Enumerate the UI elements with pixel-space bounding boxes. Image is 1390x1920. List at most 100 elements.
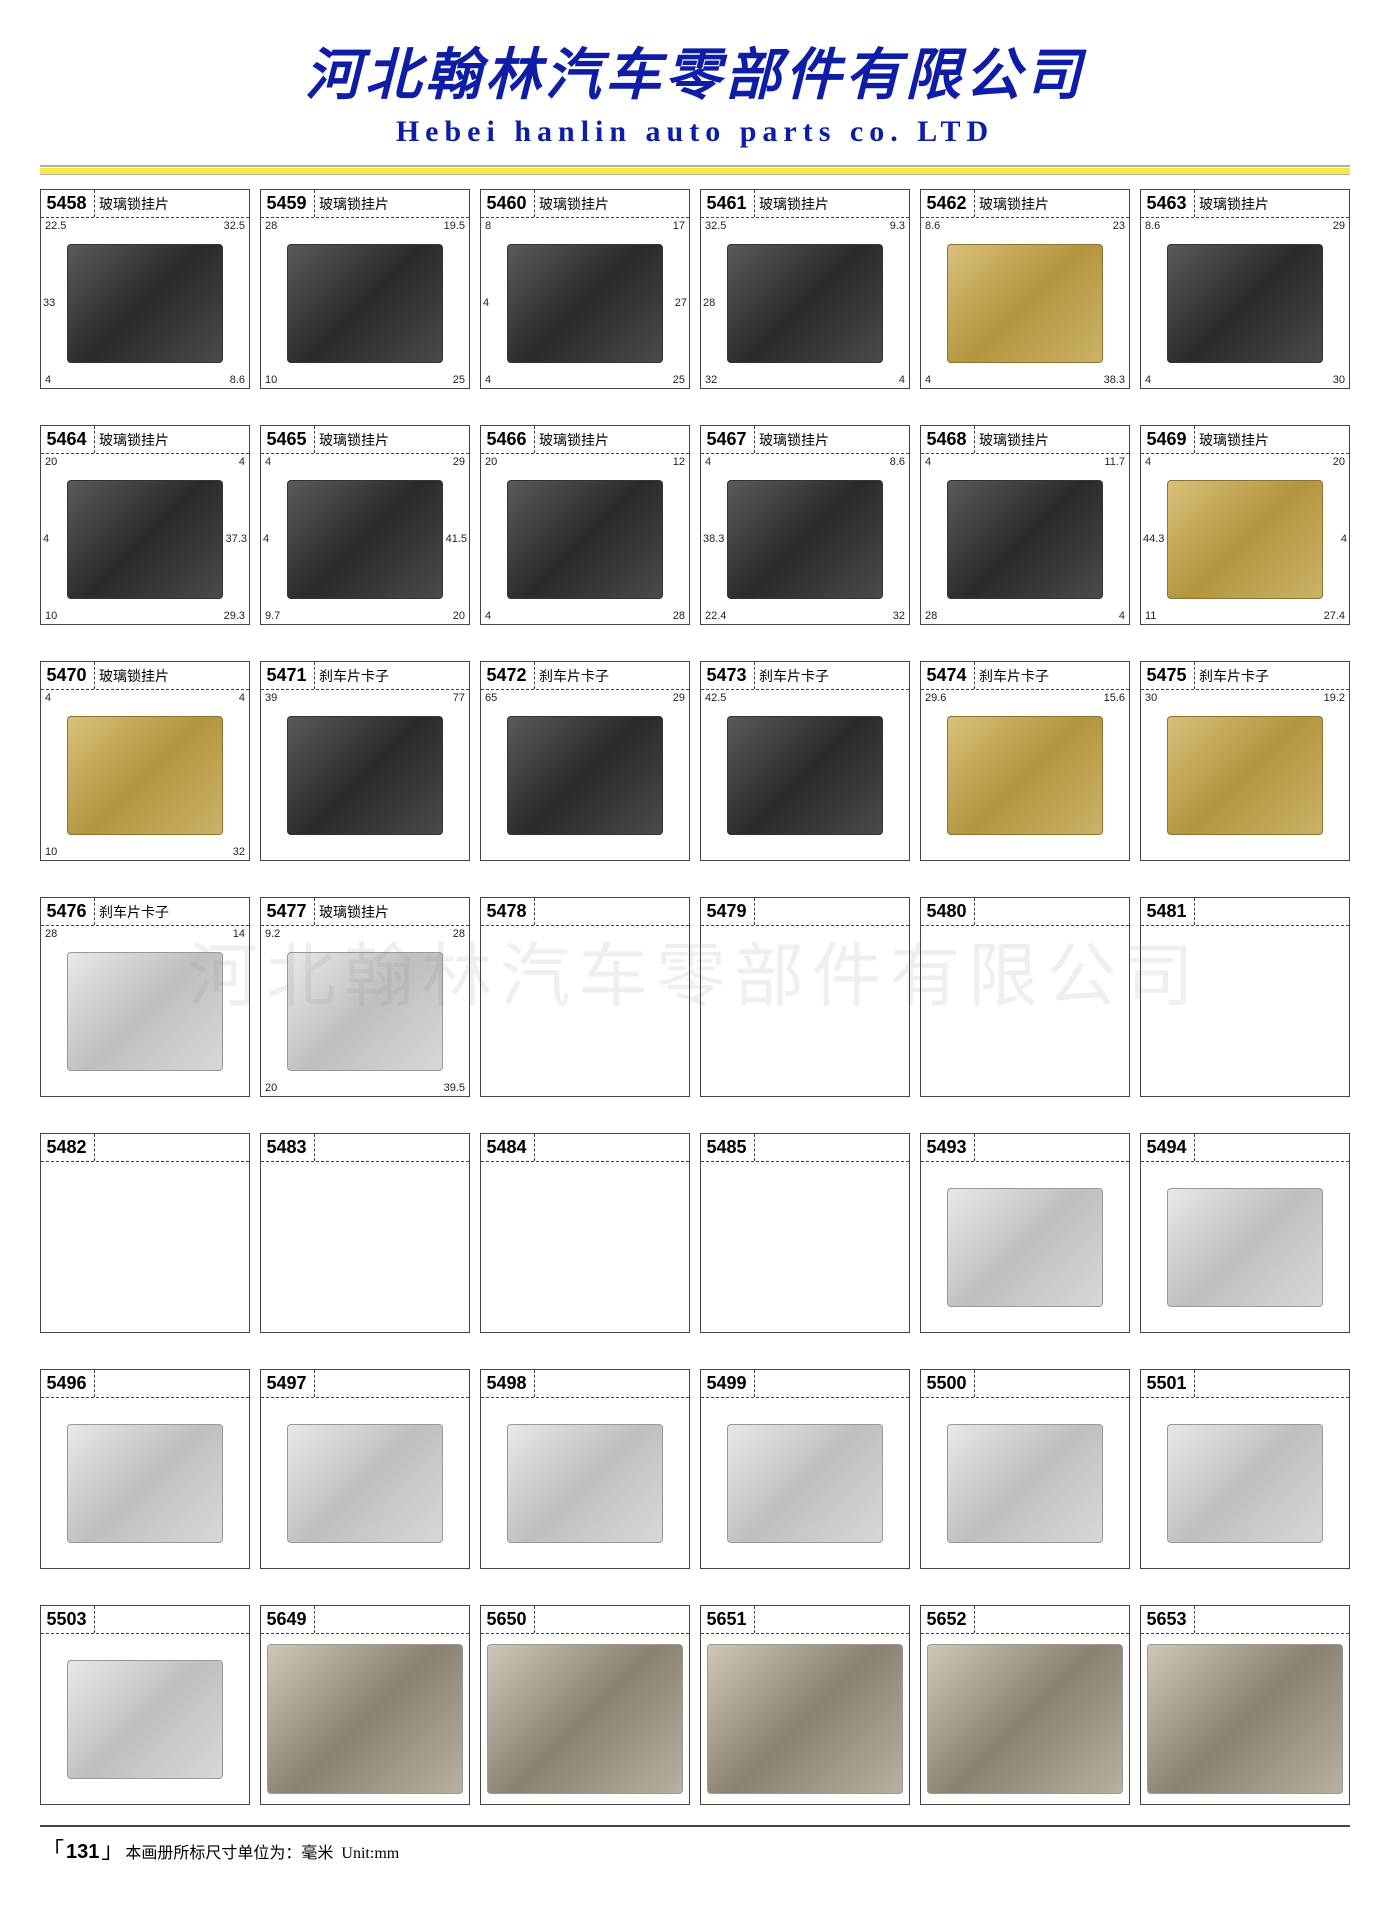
dimension-label: 29 [453, 456, 465, 468]
cell-body [1141, 1162, 1349, 1332]
product-code: 5485 [701, 1134, 755, 1161]
dimension-label: 20 [1333, 456, 1345, 468]
cell-header: 5483 [261, 1134, 469, 1162]
part-image-placeholder [67, 480, 223, 599]
product-code: 5470 [41, 662, 95, 689]
product-desc: 刹车片卡子 [315, 666, 389, 686]
cell-header: 5494 [1141, 1134, 1349, 1162]
product-code: 5496 [41, 1370, 95, 1397]
cell-header: 5458玻璃锁挂片 [41, 190, 249, 218]
product-desc: 玻璃锁挂片 [315, 430, 389, 450]
dimension-label: 38.3 [703, 533, 724, 545]
dimension-label: 4 [483, 297, 489, 309]
bracket-open: 「 [40, 1833, 66, 1865]
dimension-label: 37.3 [226, 533, 247, 545]
dimension-label: 29.3 [224, 610, 245, 622]
dimension-label: 12 [673, 456, 685, 468]
product-desc: 玻璃锁挂片 [535, 194, 609, 214]
cell-header: 5470玻璃锁挂片 [41, 662, 249, 690]
dimension-label: 32 [705, 374, 717, 386]
dimension-label: 11.7 [1104, 456, 1125, 468]
cell-body [921, 1162, 1129, 1332]
product-code: 5481 [1141, 898, 1195, 925]
product-cell: 5653 [1140, 1605, 1350, 1805]
part-image-placeholder [487, 1644, 683, 1794]
product-code: 5649 [261, 1606, 315, 1633]
dimension-label: 4 [263, 533, 269, 545]
cell-header: 5477玻璃锁挂片 [261, 898, 469, 926]
unit-note-en: Unit:mm [341, 1845, 399, 1863]
product-cell: 5472刹车片卡子6529 [480, 661, 690, 861]
cell-body: 2814 [41, 926, 249, 1096]
dimension-label: 4 [1341, 533, 1347, 545]
cell-body: 29.615.6 [921, 690, 1129, 860]
product-code: 5498 [481, 1370, 535, 1397]
dimension-label: 4 [265, 456, 271, 468]
product-code: 5459 [261, 190, 315, 217]
product-cell: 5474刹车片卡子 29.615.6 [920, 661, 1130, 861]
dimension-label: 28 [265, 220, 277, 232]
cell-header: 5503 [41, 1606, 249, 1634]
part-image-placeholder [707, 1644, 903, 1794]
part-image-placeholder [67, 244, 223, 363]
dimension-label: 20 [485, 456, 497, 468]
dimension-label: 8 [485, 220, 491, 232]
dimension-label: 10 [265, 374, 277, 386]
dimension-label: 32.5 [705, 220, 726, 232]
part-image-placeholder [947, 1424, 1103, 1543]
cell-body [701, 1634, 909, 1804]
dimension-label: 4 [239, 692, 245, 704]
cell-header: 5465玻璃锁挂片 [261, 426, 469, 454]
cell-body [921, 1398, 1129, 1568]
dimension-label: 9.3 [890, 220, 905, 232]
product-desc: 刹车片卡子 [975, 666, 1049, 686]
part-image-placeholder [727, 244, 883, 363]
dimension-label: 14 [233, 928, 245, 940]
cell-body [481, 1634, 689, 1804]
product-code: 5651 [701, 1606, 755, 1633]
product-cell: 5497 [260, 1369, 470, 1569]
product-code: 5466 [481, 426, 535, 453]
dimension-label: 4 [45, 692, 51, 704]
cell-body [1141, 1634, 1349, 1804]
dimension-label: 11 [1145, 610, 1156, 622]
product-desc: 玻璃锁挂片 [1195, 430, 1269, 450]
part-image-placeholder [287, 1424, 443, 1543]
product-cell: 5460玻璃锁挂片817425427 [480, 189, 690, 389]
dimension-label: 4 [239, 456, 245, 468]
page-footer: 「 131 」 本画册所标尺寸单位为：毫米 Unit:mm [40, 1825, 1350, 1865]
cell-header: 5497 [261, 1370, 469, 1398]
product-cell: 5650 [480, 1605, 690, 1805]
cell-header: 5482 [41, 1134, 249, 1162]
dimension-label: 8.6 [925, 220, 940, 232]
product-code: 5474 [921, 662, 975, 689]
cell-body: 2819.51025 [261, 218, 469, 388]
dimension-label: 39 [265, 692, 277, 704]
part-image-placeholder [1167, 716, 1323, 835]
cell-body [921, 1634, 1129, 1804]
dimension-label: 27 [675, 297, 687, 309]
dimension-label: 22.5 [45, 220, 66, 232]
product-cell: 5651 [700, 1605, 910, 1805]
company-title-en: Hebei hanlin auto parts co. LTD [0, 115, 1390, 149]
cell-body [261, 1634, 469, 1804]
dimension-label: 19.5 [444, 220, 465, 232]
cell-header: 5475刹车片卡子 [1141, 662, 1349, 690]
cell-header: 5500 [921, 1370, 1129, 1398]
cell-header: 5480 [921, 898, 1129, 926]
product-code: 5461 [701, 190, 755, 217]
cell-body: 3019.2 [1141, 690, 1349, 860]
cell-body: 2041029.3437.3 [41, 454, 249, 624]
part-image-placeholder [727, 1424, 883, 1543]
product-cell: 5463玻璃锁挂片8.629430 [1140, 189, 1350, 389]
part-image-placeholder [67, 1188, 223, 1307]
product-cell: 5496 [40, 1369, 250, 1569]
product-code: 5471 [261, 662, 315, 689]
product-cell: 5649 [260, 1605, 470, 1805]
product-cell: 5480 [920, 897, 1130, 1097]
cell-body: 22.532.548.633 [41, 218, 249, 388]
dimension-label: 29 [1333, 220, 1345, 232]
product-cell: 5475刹车片卡子3019.2 [1140, 661, 1350, 861]
part-image-placeholder [947, 952, 1103, 1071]
part-image-placeholder [1167, 1424, 1323, 1543]
